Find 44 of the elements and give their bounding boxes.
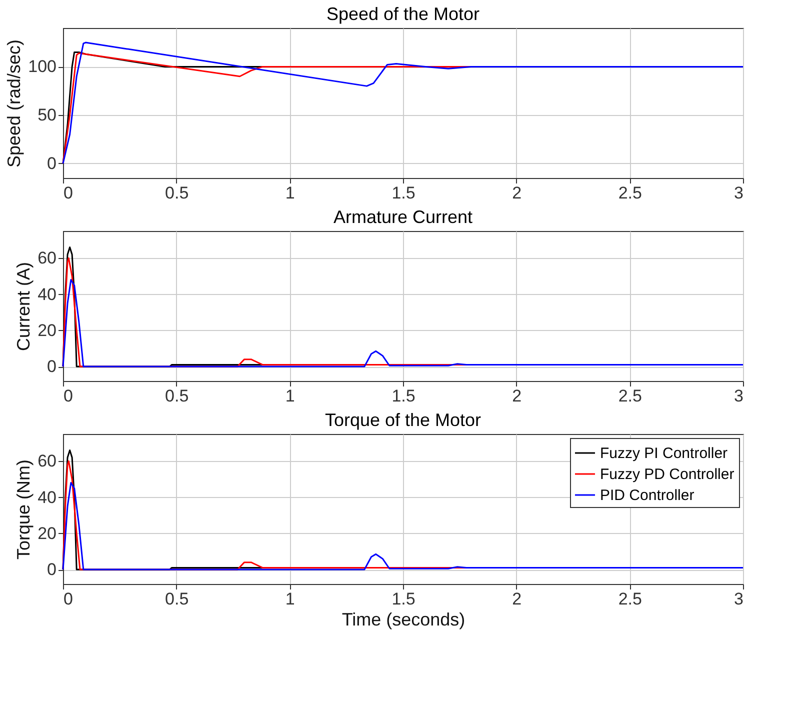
y-tick-label: 20: [38, 524, 56, 543]
x-tick-label: 2.5: [618, 184, 642, 202]
x-tick-label: 1.5: [392, 590, 416, 608]
x-tick-label: 2.5: [618, 386, 642, 406]
x-tick-label: 3: [734, 386, 744, 406]
y-tick-label: 40: [38, 284, 56, 304]
chart-title: Speed of the Motor: [326, 4, 480, 24]
x-tick-label: 2: [512, 386, 522, 406]
x-axis-title: Time (seconds): [342, 610, 466, 630]
y-tick-label: 60: [38, 248, 56, 268]
x-tick-label: 1: [285, 184, 295, 202]
y-tick-label: 0: [47, 560, 56, 580]
x-tick-label: 1.5: [392, 184, 416, 202]
y-tick-label: 100: [28, 57, 56, 76]
chart-title: Torque of the Motor: [324, 410, 482, 430]
x-tick-label: 1.5: [392, 386, 416, 406]
y-tick-label: 50: [38, 106, 56, 125]
legend-label: Fuzzy PI Controller: [600, 445, 728, 462]
y-tick-label: 40: [38, 488, 56, 507]
x-tick-label: 1: [285, 386, 295, 406]
y-tick-label: 60: [38, 452, 56, 471]
legend-label: Fuzzy PD Controller: [600, 466, 734, 483]
chart-title: Armature Current: [333, 207, 473, 227]
x-tick-label: 1: [285, 590, 295, 608]
y-tick-label: 0: [47, 154, 56, 173]
line-series: [62, 482, 744, 570]
x-tick-label: 0: [64, 590, 73, 608]
x-tick-label: 3: [734, 184, 744, 202]
x-tick-label: 2.5: [618, 590, 642, 608]
x-tick-label: 0.5: [165, 590, 189, 608]
x-tick-label: 0.5: [165, 184, 189, 202]
x-tick-label: 2: [512, 184, 522, 202]
line-series: [62, 279, 744, 368]
legend-label: PID Controller: [600, 487, 694, 504]
x-tick-label: 3: [734, 590, 744, 608]
y-tick-label: 20: [38, 320, 56, 340]
x-tick-label: 0: [64, 184, 73, 202]
y-axis-title: Speed (rad/sec): [4, 39, 24, 168]
y-axis-title: Torque (Nm): [14, 459, 34, 560]
x-tick-label: 0.5: [165, 386, 189, 406]
y-tick-label: 0: [47, 357, 56, 376]
x-tick-label: 0: [64, 386, 73, 406]
y-axis-title: Current (A): [14, 262, 34, 352]
x-tick-label: 2: [512, 590, 522, 608]
